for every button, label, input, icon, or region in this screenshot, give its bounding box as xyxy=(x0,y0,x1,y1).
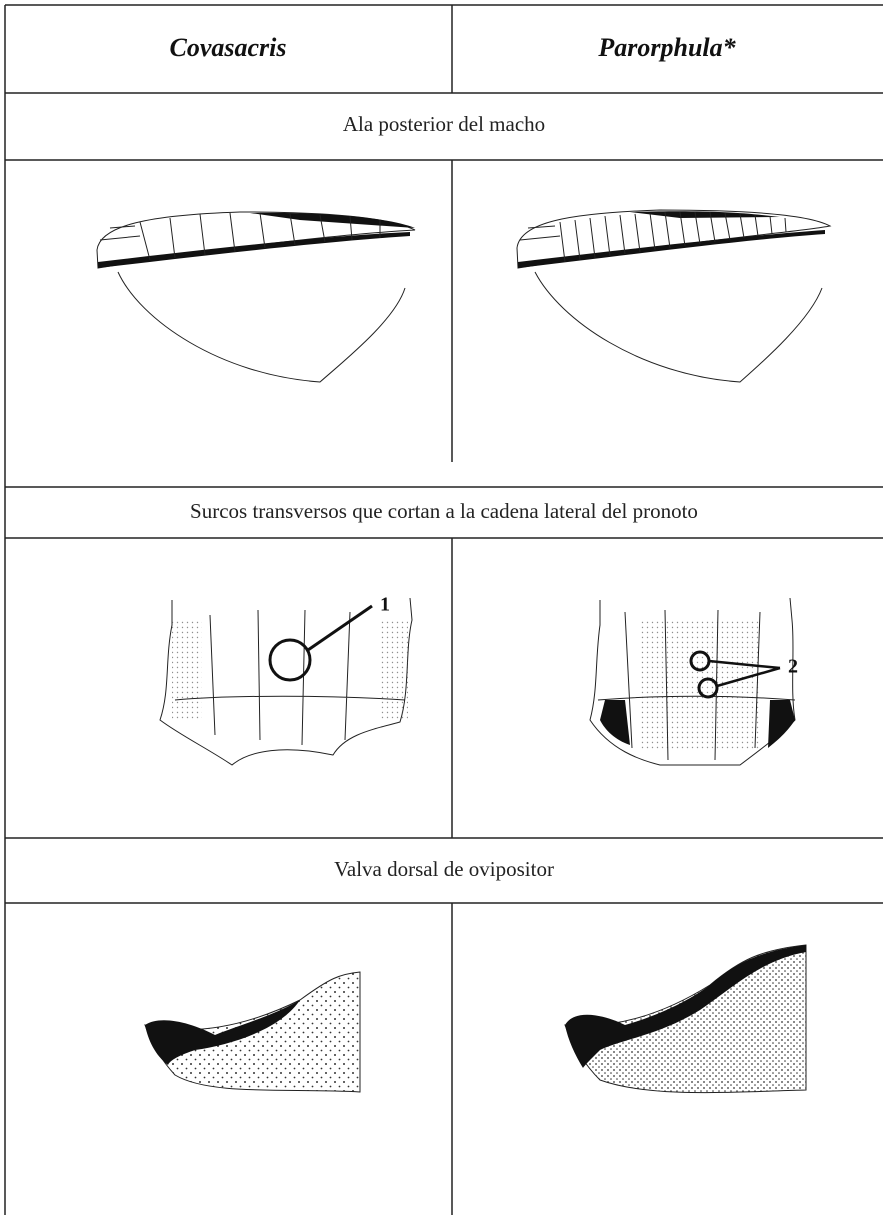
section-title: Surcos transversos que cortan a la caden… xyxy=(190,499,698,523)
column-header: Covasacris xyxy=(170,33,287,62)
table-rules xyxy=(4,4,883,1215)
annotation-label: 2 xyxy=(788,656,798,678)
ovipositor-illustration xyxy=(144,944,807,1094)
wing-illustration xyxy=(96,209,832,383)
column-header: Parorphula* xyxy=(597,33,736,62)
section-title: Ala posterior del macho xyxy=(343,112,545,136)
annotation-label: 1 xyxy=(380,594,390,616)
pronotum-illustration: 1 2 xyxy=(159,594,798,766)
section-title: Valva dorsal de ovipositor xyxy=(334,857,554,881)
